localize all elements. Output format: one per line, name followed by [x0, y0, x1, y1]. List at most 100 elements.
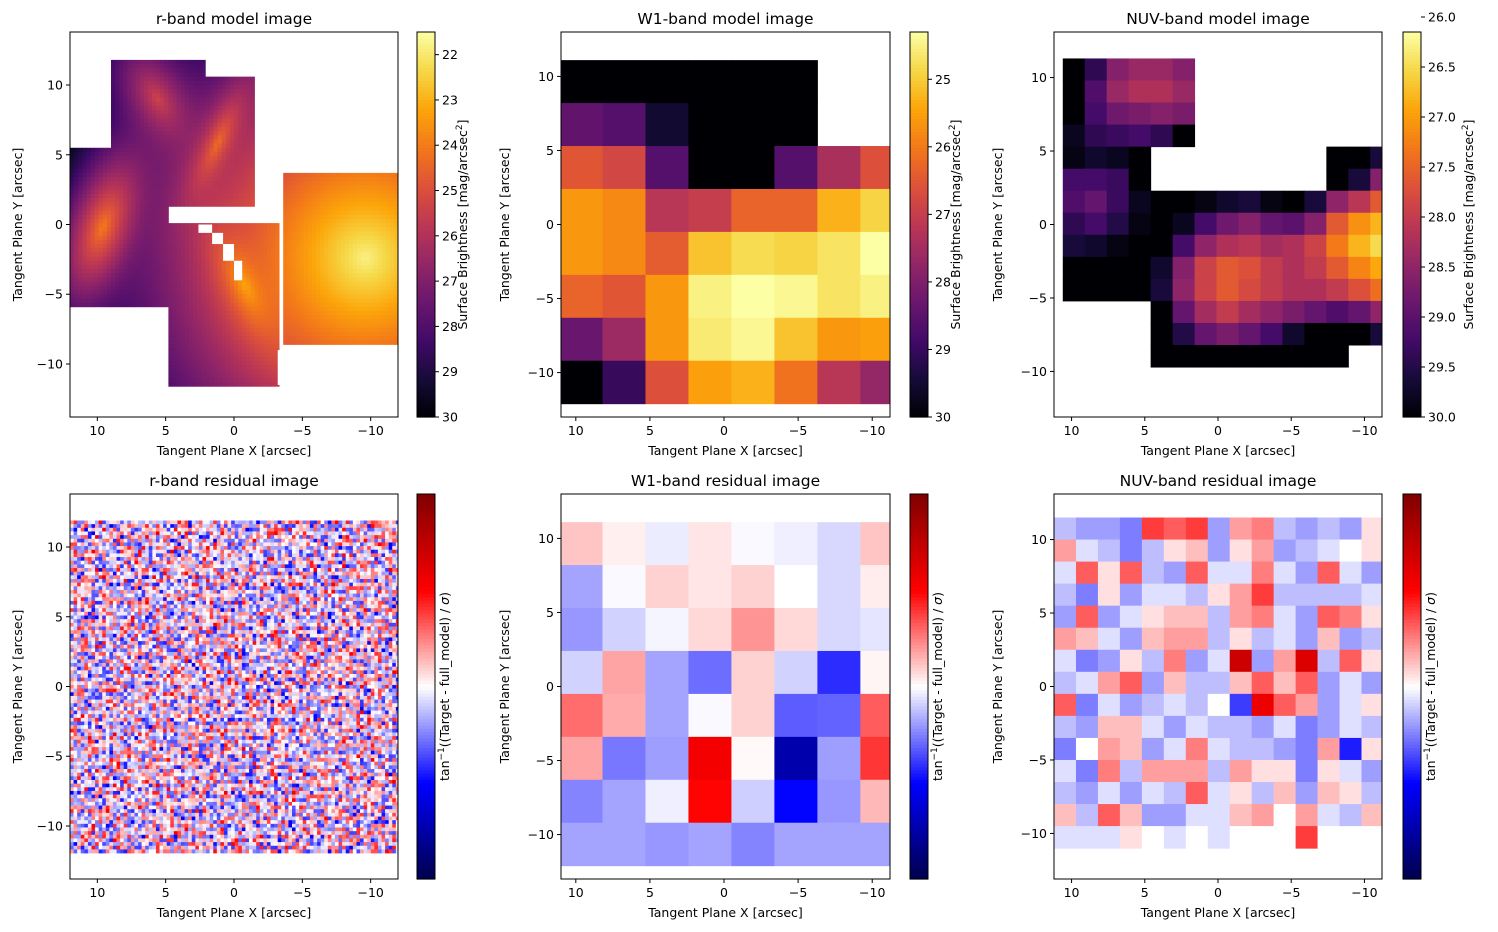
pixel [361, 285, 366, 291]
pixel [70, 294, 75, 299]
colorbar-segment [910, 218, 928, 222]
pixel [209, 131, 214, 136]
colorbar-segment [1403, 137, 1421, 142]
pixel [381, 331, 387, 337]
colorbar-segment [417, 128, 435, 133]
pixel [98, 168, 104, 174]
pixel [270, 310, 276, 316]
pixel [123, 302, 128, 308]
pixel [381, 202, 387, 207]
pixel [160, 281, 165, 287]
pixel [131, 294, 136, 299]
pixel [180, 369, 186, 375]
pixel [221, 143, 227, 149]
colorbar-segment [417, 150, 435, 155]
pixel [238, 248, 243, 253]
pixel [131, 126, 136, 132]
pixel [1194, 322, 1218, 346]
pixel [168, 68, 173, 73]
pixel [242, 277, 247, 283]
y-tick-label: 5 [55, 147, 63, 162]
pixel [229, 369, 235, 375]
pixel [160, 85, 165, 90]
pixel [147, 239, 153, 245]
pixel [193, 114, 198, 119]
pixel [106, 252, 112, 257]
pixel [102, 298, 108, 304]
pixel [1128, 234, 1152, 258]
pixel [213, 520, 218, 525]
pixel [352, 235, 358, 241]
pixel [393, 193, 398, 199]
pixel [139, 156, 145, 161]
colorbar-segment [417, 327, 435, 331]
pixel [688, 60, 732, 104]
pixel [234, 302, 239, 308]
pixel [172, 135, 177, 140]
pixel [275, 256, 280, 262]
pixel [361, 210, 366, 216]
colorbar-segment [417, 83, 435, 88]
pixel [295, 193, 300, 199]
pixel [152, 214, 157, 220]
pixel [229, 193, 235, 199]
pixel [1128, 212, 1152, 236]
pixel [336, 218, 341, 224]
pixel [82, 164, 87, 170]
pixel [193, 227, 198, 232]
pixel [188, 160, 194, 165]
colorbar-segment [910, 378, 928, 383]
pixel [357, 273, 362, 278]
pixel [1282, 322, 1305, 346]
pixel [389, 327, 395, 333]
pixel [311, 331, 317, 337]
pixel [307, 185, 313, 191]
pixel [180, 101, 186, 107]
pixel [365, 302, 370, 308]
pixel [139, 164, 145, 170]
pixel [307, 260, 313, 266]
pixel [221, 202, 227, 207]
pixel [299, 302, 305, 308]
pixel [320, 290, 325, 295]
pixel [344, 323, 350, 329]
pixel [197, 177, 202, 182]
pixel [1172, 322, 1196, 346]
pixel [119, 126, 124, 132]
pixel [225, 369, 231, 375]
pixel [152, 59, 157, 65]
pixel [361, 248, 366, 253]
colorbar-segment [1403, 102, 1421, 107]
chart-title: NUV-band model image [1126, 10, 1310, 28]
pixel [135, 302, 141, 308]
pixel [86, 302, 91, 308]
pixel [205, 151, 210, 157]
pixel [82, 281, 87, 287]
colorbar-segment [910, 259, 928, 264]
pixel [389, 310, 395, 316]
pixel [250, 139, 255, 144]
pixel [127, 151, 132, 157]
pixel [131, 172, 136, 178]
pixel [254, 290, 259, 295]
pixel [377, 310, 382, 316]
pixel [381, 181, 387, 186]
pixel [201, 76, 206, 82]
pixel [270, 252, 276, 257]
pixel [1238, 322, 1261, 346]
pixel [197, 85, 202, 90]
pixel [213, 151, 218, 157]
pixel [328, 189, 333, 195]
pixel [1282, 212, 1305, 236]
pixel [1172, 190, 1196, 214]
colorbar-segment [910, 169, 928, 174]
pixel [238, 80, 243, 86]
pixel [299, 277, 305, 283]
pixel [217, 273, 223, 278]
pixel [90, 244, 95, 249]
colorbar-segment [910, 208, 928, 213]
pixel [172, 323, 177, 329]
pixel [213, 310, 218, 316]
pixel [242, 114, 247, 119]
pixel [131, 214, 136, 220]
